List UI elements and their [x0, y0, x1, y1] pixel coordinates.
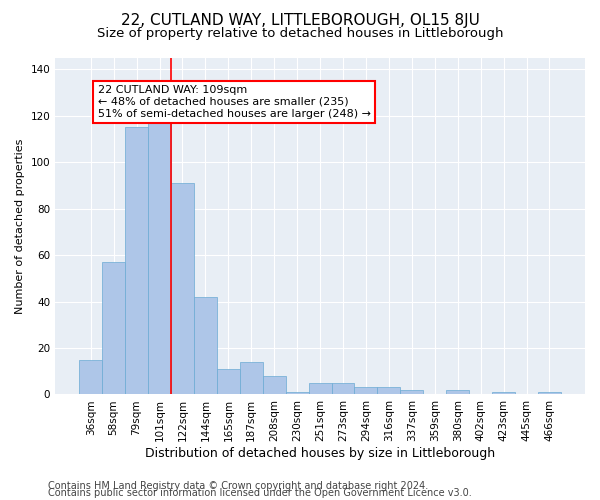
- Bar: [240, 362, 263, 394]
- Bar: [263, 376, 286, 394]
- Bar: [286, 392, 308, 394]
- Bar: [400, 390, 423, 394]
- Bar: [446, 390, 469, 394]
- Bar: [332, 383, 355, 394]
- Bar: [102, 262, 125, 394]
- Bar: [217, 369, 240, 394]
- Bar: [377, 388, 400, 394]
- Y-axis label: Number of detached properties: Number of detached properties: [15, 138, 25, 314]
- Text: 22, CUTLAND WAY, LITTLEBOROUGH, OL15 8JU: 22, CUTLAND WAY, LITTLEBOROUGH, OL15 8JU: [121, 12, 479, 28]
- Bar: [79, 360, 102, 394]
- Bar: [355, 388, 377, 394]
- Text: Size of property relative to detached houses in Littleborough: Size of property relative to detached ho…: [97, 28, 503, 40]
- Text: Contains HM Land Registry data © Crown copyright and database right 2024.: Contains HM Land Registry data © Crown c…: [48, 481, 428, 491]
- Text: Contains public sector information licensed under the Open Government Licence v3: Contains public sector information licen…: [48, 488, 472, 498]
- Bar: [148, 120, 171, 394]
- X-axis label: Distribution of detached houses by size in Littleborough: Distribution of detached houses by size …: [145, 447, 495, 460]
- Text: 22 CUTLAND WAY: 109sqm
← 48% of detached houses are smaller (235)
51% of semi-de: 22 CUTLAND WAY: 109sqm ← 48% of detached…: [98, 86, 371, 118]
- Bar: [171, 183, 194, 394]
- Bar: [308, 383, 332, 394]
- Bar: [194, 297, 217, 394]
- Bar: [492, 392, 515, 394]
- Bar: [125, 127, 148, 394]
- Bar: [538, 392, 561, 394]
